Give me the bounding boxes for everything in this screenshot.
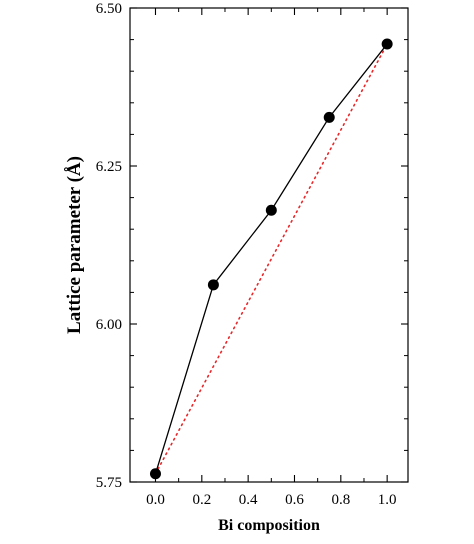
x-tick-label: 1.0 [378, 492, 397, 508]
x-tick-label: 0.8 [331, 492, 350, 508]
data-point [265, 204, 277, 216]
y-tick-label: 6.50 [96, 1, 122, 17]
y-axis-title: Lattice parameter (Å) [64, 156, 85, 334]
linear-reference-line [154, 43, 388, 475]
x-tick-label: 0.6 [285, 492, 304, 508]
series-layer [149, 38, 393, 480]
axis-tick-labels: 0.0 0.2 0.4 0.6 0.8 1.0 5.75 6.00 6.25 6.50 [96, 1, 397, 508]
plot-frame [129, 7, 409, 483]
y-tick-label: 6.25 [96, 159, 122, 175]
data-point [207, 279, 219, 291]
data-point [149, 468, 161, 480]
data-point [323, 111, 335, 123]
x-axis-title: Bi composition [218, 517, 320, 534]
y-tick-label: 5.75 [96, 475, 122, 491]
data-point [381, 38, 393, 50]
x-tick-label: 0.0 [146, 492, 165, 508]
y-tick-label: 6.00 [96, 317, 122, 333]
axis-ticks [130, 7, 408, 483]
x-tick-label: 0.4 [239, 492, 258, 508]
x-tick-label: 0.2 [192, 492, 211, 508]
